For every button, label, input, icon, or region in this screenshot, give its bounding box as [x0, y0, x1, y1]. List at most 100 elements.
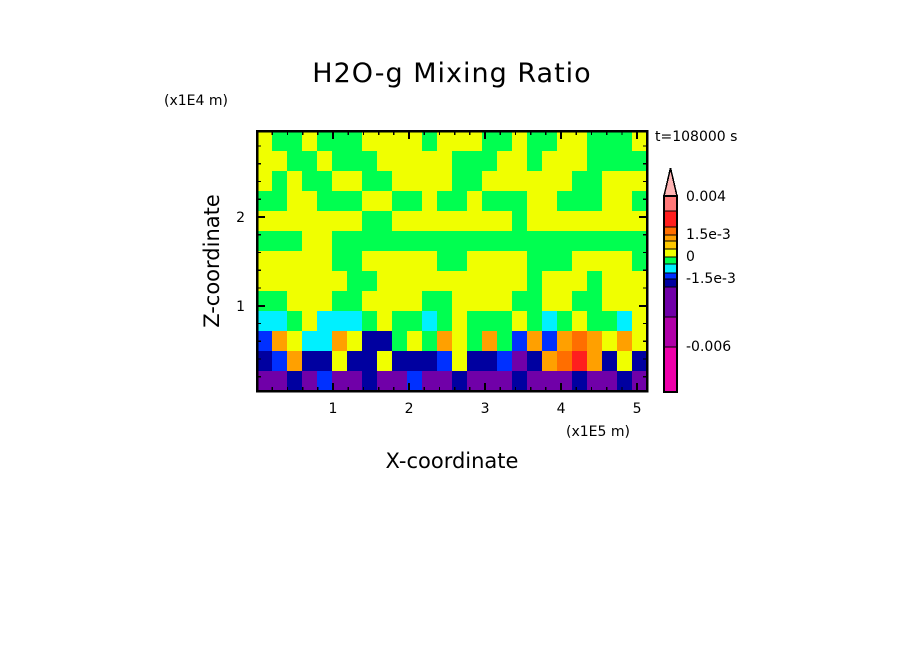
heatmap-cell	[527, 271, 543, 292]
heatmap-cell	[377, 151, 393, 172]
heatmap-cell	[527, 251, 543, 272]
heatmap-cell	[392, 271, 408, 292]
heatmap-cell	[422, 351, 438, 372]
heatmap-cell	[392, 191, 408, 212]
heatmap-cell	[302, 131, 318, 152]
heatmap-cell	[572, 311, 588, 332]
colorbar: 0.004 1.5e-3 0 -1.5e-3 -0.006	[663, 167, 736, 393]
heatmap-cell	[572, 291, 588, 312]
heatmap-cell	[632, 211, 648, 232]
heatmap-cell	[302, 371, 318, 392]
heatmap-cell	[437, 371, 453, 392]
heatmap-cell	[572, 371, 588, 392]
heatmap-cell	[527, 371, 543, 392]
heatmap-cell	[347, 251, 363, 272]
heatmap-cell	[317, 291, 333, 312]
colorbar-label: -1.5e-3	[686, 271, 736, 287]
heatmap-cell	[377, 231, 393, 252]
heatmap-cell	[557, 291, 573, 312]
colorbar-band	[663, 263, 678, 274]
heatmap-cell	[407, 211, 423, 232]
heatmap-cell	[362, 131, 378, 152]
heatmap-cell	[272, 351, 288, 372]
heatmap-cell	[572, 351, 588, 372]
heatmap-cell	[317, 211, 333, 232]
y-tick-label: 1	[236, 299, 245, 315]
heatmap-cell	[407, 171, 423, 192]
heatmap-cell	[632, 151, 648, 172]
heatmap-cell	[512, 151, 528, 172]
heatmap-cell	[632, 311, 648, 332]
heatmap-cell	[467, 171, 483, 192]
heatmap-cell	[602, 271, 618, 292]
heatmap-cell	[272, 251, 288, 272]
heatmap-cell	[467, 151, 483, 172]
colorbar-band	[663, 234, 678, 242]
heatmap-cell	[362, 331, 378, 352]
heatmap-cell	[512, 191, 528, 212]
heatmap-cell	[602, 331, 618, 352]
heatmap-cell	[302, 291, 318, 312]
heatmap-cell	[347, 191, 363, 212]
heatmap-cell	[347, 171, 363, 192]
heatmap-cell	[482, 331, 498, 352]
heatmap-cell	[287, 171, 303, 192]
heatmap-cell	[542, 291, 558, 312]
heatmap-cell	[542, 151, 558, 172]
heatmap-cell	[512, 231, 528, 252]
heatmap-cell	[257, 191, 273, 212]
heatmap-cell	[377, 311, 393, 332]
heatmap-cell	[602, 231, 618, 252]
heatmap-cell	[257, 271, 273, 292]
heatmap-cell	[392, 351, 408, 372]
colorbar-extend-triangle	[663, 167, 678, 197]
heatmap-cell	[347, 371, 363, 392]
heatmap-cell	[332, 151, 348, 172]
heatmap-cell	[422, 231, 438, 252]
heatmap-cell	[572, 211, 588, 232]
x-tick-label: 1	[329, 401, 338, 417]
heatmap-cell	[407, 191, 423, 212]
heatmap-cell	[602, 151, 618, 172]
heatmap-cell	[392, 171, 408, 192]
heatmap-cell	[347, 271, 363, 292]
heatmap-cell	[437, 331, 453, 352]
heatmap-cell	[317, 351, 333, 372]
heatmap-cell	[467, 351, 483, 372]
heatmap-cell	[422, 211, 438, 232]
heatmap-cell	[362, 251, 378, 272]
colorbar-band	[663, 240, 678, 250]
heatmap-cell	[437, 251, 453, 272]
heatmap-cell	[557, 251, 573, 272]
heatmap-cell	[467, 331, 483, 352]
heatmap-cell	[407, 351, 423, 372]
heatmap-cell	[542, 271, 558, 292]
colorbar-band	[663, 256, 678, 265]
heatmap-cell	[512, 211, 528, 232]
heatmap-cell	[407, 131, 423, 152]
heatmap-cell	[617, 291, 633, 312]
heatmap-cell	[407, 271, 423, 292]
heatmap-cell	[632, 331, 648, 352]
heatmap-cell	[422, 371, 438, 392]
heatmap-cell	[542, 131, 558, 152]
heatmap-cell	[302, 211, 318, 232]
heatmap-cell	[362, 151, 378, 172]
heatmap-cell	[392, 151, 408, 172]
heatmap-cell	[257, 171, 273, 192]
heatmap-cell	[572, 251, 588, 272]
heatmap-cell	[287, 231, 303, 252]
heatmap-cell	[287, 271, 303, 292]
heatmap-cell	[257, 251, 273, 272]
heatmap-cell	[497, 371, 513, 392]
heatmap-cell	[422, 151, 438, 172]
colorbar-label: 0.004	[686, 189, 726, 205]
heatmap-cell	[422, 251, 438, 272]
heatmap-cell	[347, 351, 363, 372]
heatmap-cell	[287, 251, 303, 272]
heatmap-cell	[572, 231, 588, 252]
heatmap-cell	[332, 171, 348, 192]
heatmap-cell	[587, 171, 603, 192]
heatmap-cell	[272, 291, 288, 312]
heatmap-cell	[482, 251, 498, 272]
